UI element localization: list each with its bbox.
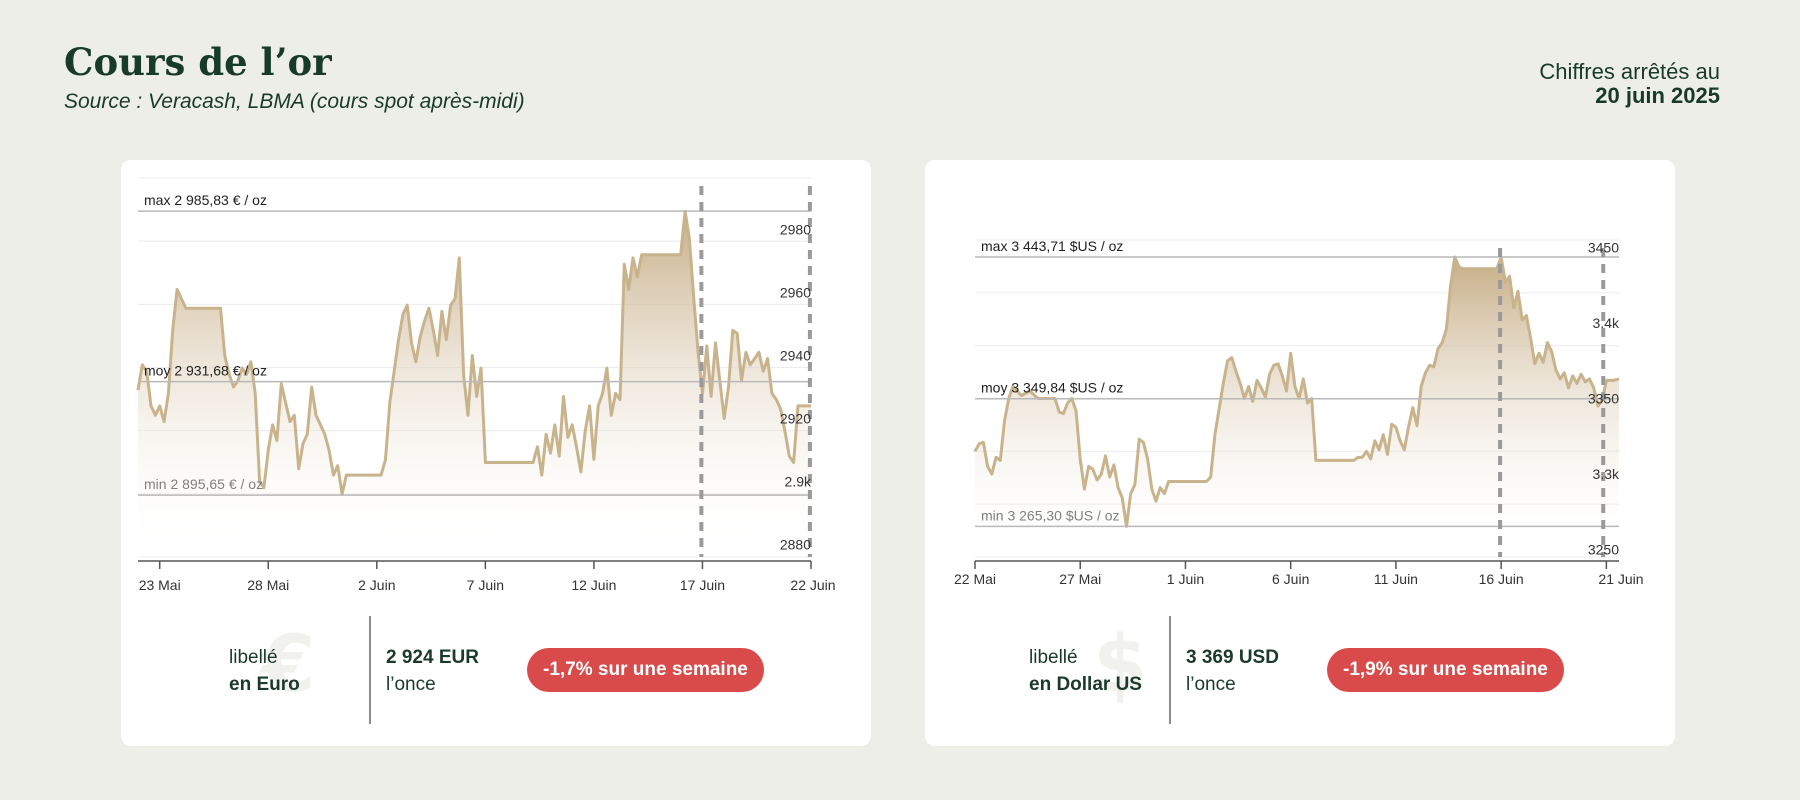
as-of-label: Chiffres arrêtés au bbox=[1539, 59, 1720, 84]
y-tick-label: 2.9k bbox=[785, 473, 812, 489]
price-unit: l’once bbox=[1186, 674, 1236, 695]
reference-label: min 2 895,65 € / oz bbox=[144, 476, 263, 492]
reference-label: min 3 265,30 $US / oz bbox=[981, 507, 1120, 523]
weekly-change-badge-usd: -1,9% sur une semaine bbox=[1327, 648, 1564, 692]
x-tick-label: 11 Juin bbox=[1374, 571, 1418, 587]
y-tick-label: 2960 bbox=[780, 285, 811, 301]
label-line-2: en Euro bbox=[229, 674, 300, 695]
as-of-date: 20 juin 2025 bbox=[1595, 83, 1720, 108]
series-line bbox=[136, 209, 811, 496]
divider bbox=[369, 616, 371, 724]
price-eur: 2 924 EUR l’once bbox=[386, 644, 479, 698]
x-tick-label: 27 Mai bbox=[1059, 571, 1101, 587]
y-tick-label: 3250 bbox=[1588, 541, 1619, 557]
y-tick-label: 2880 bbox=[780, 536, 811, 552]
label-line-1: libellé bbox=[1029, 647, 1078, 668]
x-tick-label: 7 Juin bbox=[467, 577, 504, 593]
x-tick-label: 2 Juin bbox=[358, 577, 395, 593]
reference-label: max 2 985,83 € / oz bbox=[144, 192, 267, 208]
page-subtitle: Source : Veracash, LBMA (cours spot aprè… bbox=[64, 90, 525, 113]
x-tick-label: 12 Juin bbox=[571, 577, 616, 593]
series-line bbox=[973, 255, 1620, 528]
price-usd: 3 369 USD l’once bbox=[1186, 644, 1279, 698]
x-tick-label: 16 Juin bbox=[1479, 571, 1524, 587]
reference-label: moy 2 931,68 € / oz bbox=[144, 363, 267, 379]
label-line-2: en Dollar US bbox=[1029, 674, 1142, 695]
x-tick-label: 28 Mai bbox=[247, 577, 289, 593]
weekly-change-badge-eur: -1,7% sur une semaine bbox=[527, 648, 764, 692]
chart-card-usd: max 3 443,71 $US / oz moy 3 349,84 $US / … bbox=[925, 160, 1675, 746]
divider bbox=[1169, 616, 1171, 724]
y-tick-label: 2940 bbox=[780, 347, 811, 363]
as-of-block: Chiffres arrêtés au 20 juin 2025 bbox=[1539, 60, 1720, 108]
dollar-symbol-icon: $ bbox=[1093, 620, 1148, 710]
x-tick-label: 17 Juin bbox=[680, 577, 725, 593]
price-unit: l’once bbox=[386, 674, 436, 695]
x-tick-label: 23 Mai bbox=[139, 577, 181, 593]
x-tick-label: 6 Juin bbox=[1272, 571, 1309, 587]
page-title: Cours de l’or bbox=[64, 40, 332, 84]
reference-label: max 3 443,71 $US / oz bbox=[981, 238, 1123, 254]
euro-symbol-icon: € bbox=[261, 620, 316, 710]
chart-usd: max 3 443,71 $US / oz moy 3 349,84 $US / … bbox=[954, 238, 1644, 587]
price-value: 3 369 USD bbox=[1186, 647, 1279, 668]
card-footer-usd: $ libellé en Dollar US 3 369 USD l’once … bbox=[925, 616, 1675, 724]
y-tick-label: 2920 bbox=[780, 410, 811, 426]
y-tick-label: 3450 bbox=[1588, 240, 1619, 256]
x-tick-label: 1 Juin bbox=[1167, 571, 1204, 587]
x-tick-label: 22 Juin bbox=[790, 577, 835, 593]
chart-eur: max 2 985,83 € / oz moy 2 931,68 € / oz mi… bbox=[136, 177, 836, 593]
reference-label: moy 3 349,84 $US / oz bbox=[981, 380, 1123, 396]
x-tick-label: 21 Juin bbox=[1598, 571, 1643, 587]
y-tick-label: 3350 bbox=[1588, 391, 1619, 407]
y-tick-label: 3.3k bbox=[1593, 466, 1620, 482]
y-tick-label: 3.4k bbox=[1593, 315, 1620, 331]
currency-label-eur: libellé en Euro bbox=[229, 644, 300, 698]
price-value: 2 924 EUR bbox=[386, 647, 479, 668]
currency-label-usd: libellé en Dollar US bbox=[1029, 644, 1142, 698]
label-line-1: libellé bbox=[229, 647, 278, 668]
y-tick-label: 2980 bbox=[780, 222, 811, 238]
card-footer-eur: € libellé en Euro 2 924 EUR l’once -1,7%… bbox=[121, 616, 871, 724]
chart-card-eur: max 2 985,83 € / oz moy 2 931,68 € / oz mi… bbox=[121, 160, 871, 746]
x-tick-label: 22 Mai bbox=[954, 571, 996, 587]
